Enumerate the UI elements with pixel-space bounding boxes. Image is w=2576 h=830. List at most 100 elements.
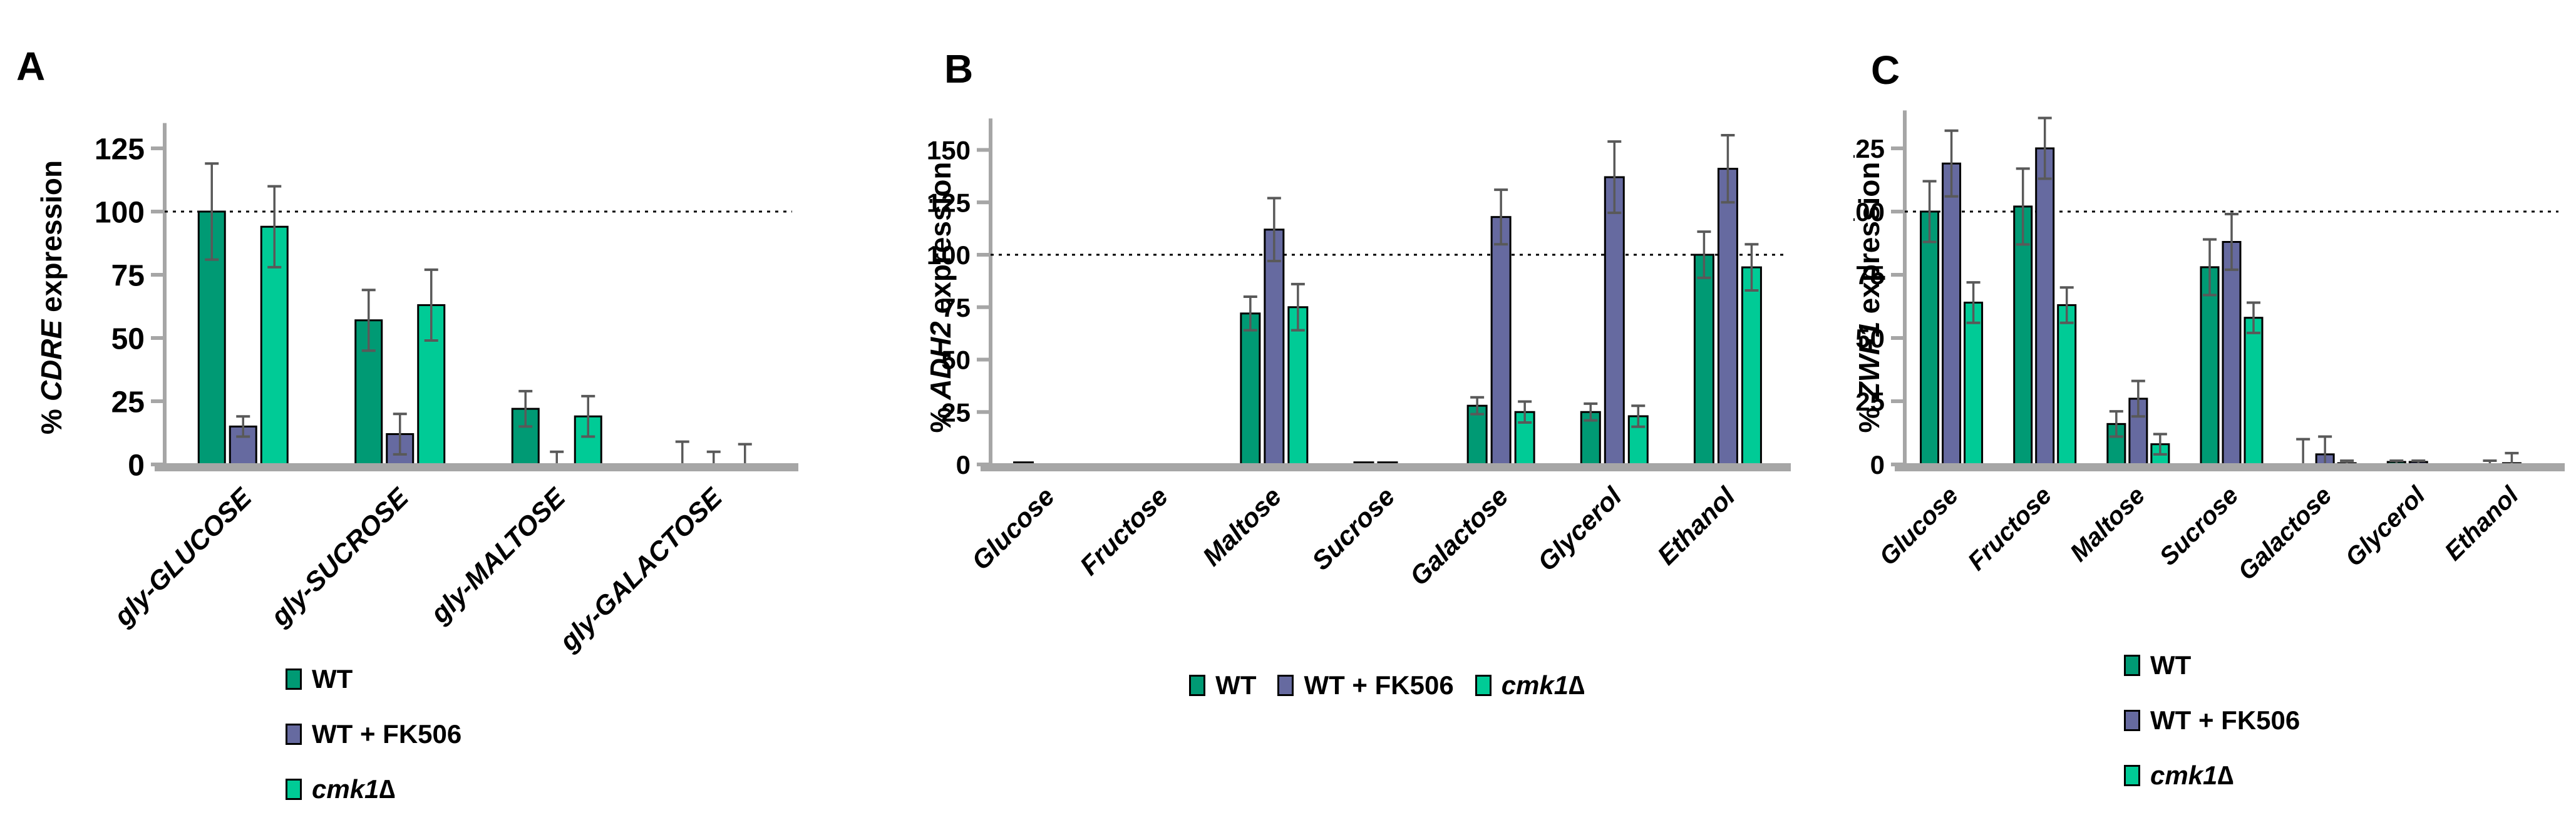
legend-swatch-cmk1 xyxy=(1475,675,1492,697)
legend-item-wt: WT xyxy=(286,664,461,694)
legend-label-wt-fk506: WT + FK506 xyxy=(1304,670,1454,700)
legend-swatch-wt-fk506 xyxy=(1277,675,1294,697)
bar-cmk1--Fructose xyxy=(2057,304,2077,466)
legend-item-cmk1: cmk1∆ xyxy=(2124,761,2300,790)
legend-item-cmk1: cmk1∆ xyxy=(286,775,461,804)
y-tick-label: 75 xyxy=(941,293,971,322)
bar-WT-Glucose xyxy=(1920,210,1940,466)
y-tick-label: 75 xyxy=(111,259,145,292)
legend-label-cmk1: cmk1∆ xyxy=(2150,761,2234,791)
panel-letter-A: A xyxy=(16,44,46,89)
legend-swatch-wt xyxy=(286,669,302,690)
x-axis-label: Glycerol xyxy=(1532,481,1628,576)
x-axis-label: Sucrose xyxy=(2155,481,2244,571)
x-axis-label: Ethanol xyxy=(1652,481,1741,570)
panel-letter-C: C xyxy=(1871,48,1900,93)
y-axis-tick xyxy=(151,146,165,150)
y-tick-label: 150 xyxy=(927,136,971,165)
legend-swatch-wt xyxy=(1189,675,1206,697)
bar-WT-FK506-Galactose xyxy=(1490,216,1512,466)
y-axis-tick xyxy=(977,305,991,309)
x-axis-label: Sucrose xyxy=(1306,481,1400,575)
legend-item-wt: WT xyxy=(2124,650,2300,680)
y-axis-tick xyxy=(977,200,991,205)
bar-WT-FK506-Maltose xyxy=(1264,228,1285,466)
y-tick-label: 25 xyxy=(941,397,971,427)
x-axis-line xyxy=(155,463,798,471)
x-axis-label: gly-SUCROSE xyxy=(265,482,415,632)
y-axis-tick xyxy=(151,210,165,213)
x-axis-label: Galactose xyxy=(1404,481,1513,591)
y-tick-label: 100 xyxy=(927,240,971,270)
legend-label-wt: WT xyxy=(1215,670,1257,700)
legend-label-wt-fk506: WT + FK506 xyxy=(312,719,462,749)
x-axis-label: Fructose xyxy=(1074,481,1173,581)
y-axis-tick xyxy=(151,336,165,340)
y-tick-label: 0 xyxy=(1870,450,1885,479)
legend-swatch-wt xyxy=(2124,655,2140,677)
y-tick-label: 125 xyxy=(95,133,145,166)
y-axis-tick xyxy=(1891,146,1905,150)
x-axis-label: gly-MALTOSE xyxy=(425,482,572,629)
legend-B: WT WT + FK506 cmk1∆ xyxy=(989,670,1785,700)
bar-chart-CDRE: 0 25 50 75 100 125 gly-GLUCOSE gly-SUCROSE gly-M… xyxy=(95,123,798,657)
y-axis-tick xyxy=(977,148,991,152)
x-axis-label: Maltose xyxy=(1197,481,1287,571)
legend-item-wt: WT xyxy=(1189,670,1257,700)
y-axis-tick xyxy=(151,273,165,277)
bar-WT-Fructose xyxy=(2013,205,2033,466)
y-axis-tick xyxy=(977,357,991,362)
x-axis-label: gly-GLUCOSE xyxy=(108,482,258,632)
legend-item-wt-fk506: WT + FK506 xyxy=(2124,705,2300,735)
x-axis-label: Glucose xyxy=(1874,481,1964,571)
y-tick-label: 50 xyxy=(941,346,971,375)
y-tick-label: 0 xyxy=(128,449,145,482)
y-axis-tick xyxy=(1891,336,1905,340)
bar-WT-Sucrose xyxy=(2200,266,2220,466)
legend-item-cmk1: cmk1∆ xyxy=(1475,670,1585,700)
legend-label-wt: WT xyxy=(2150,650,2192,680)
y-axis-tick xyxy=(977,253,991,257)
y-tick-label: 100 xyxy=(1853,197,1885,227)
bar-WT-FK506-Glucose xyxy=(1942,162,1962,466)
legend-item-wt-fk506: WT + FK506 xyxy=(1277,670,1454,700)
panel-letter-B: B xyxy=(944,46,974,91)
bar-WT-FK506-Ethanol xyxy=(1717,168,1738,466)
panel-B: B % ADH2 expression 0 25 50 75 100 125 150 Glucos… xyxy=(914,0,1853,830)
bar-WT-FK506-Fructose xyxy=(2035,147,2055,466)
bar-cmk1--Sucrose xyxy=(2244,317,2264,466)
x-axis-label: Galactose xyxy=(2233,481,2337,585)
legend-swatch-cmk1 xyxy=(2124,765,2140,787)
legend-label-cmk1: cmk1∆ xyxy=(312,774,396,804)
y-tick-label: 50 xyxy=(111,322,145,356)
y-axis-tick xyxy=(1891,210,1905,213)
bar-chart-ADH2: 0 25 50 75 100 125 150 Glucose Fructose Maltose Su… xyxy=(927,118,1791,591)
bar-cmk1--Maltose xyxy=(1287,306,1309,466)
bar-WT-Galactose xyxy=(1466,404,1488,466)
bar-chart-ZWF1: 0 25 50 75 100 125 GlucoseFructoseMaltoseSucro… xyxy=(1853,110,2565,586)
y-tick-label: 125 xyxy=(927,188,971,217)
x-axis-label: Ethanol xyxy=(2439,481,2524,566)
x-axis-line xyxy=(1895,463,2565,471)
x-axis-label: Fructose xyxy=(1963,481,2058,576)
bar-WT-Ethanol xyxy=(1693,254,1714,466)
legend-label-wt: WT xyxy=(312,664,353,694)
panel-A: A % CDRE expression 0 25 50 75 100 125 gly-GLUCO… xyxy=(0,0,914,830)
legend-A: WT WT + FK506 cmk1∆ xyxy=(286,664,462,804)
bar-cmk1--Ethanol xyxy=(1741,266,1762,466)
y-axis-tick xyxy=(151,399,165,403)
bar-WT-FK506-Sucrose xyxy=(2222,240,2242,466)
bar-cmk1--Glucose xyxy=(1964,301,1984,466)
y-axis-tick xyxy=(1891,399,1905,403)
y-axis-line xyxy=(989,118,992,464)
legend-swatch-wt-fk506 xyxy=(2124,710,2140,732)
legend-label-cmk1: cmk1∆ xyxy=(1501,670,1585,700)
y-tick-label: 25 xyxy=(111,386,145,419)
y-tick-label: 75 xyxy=(1855,260,1885,290)
x-axis-label: gly-GALACTOSE xyxy=(554,482,729,657)
y-axis-tick xyxy=(977,410,991,414)
y-tick-label: 25 xyxy=(1855,387,1885,416)
x-axis-line xyxy=(981,463,1791,471)
